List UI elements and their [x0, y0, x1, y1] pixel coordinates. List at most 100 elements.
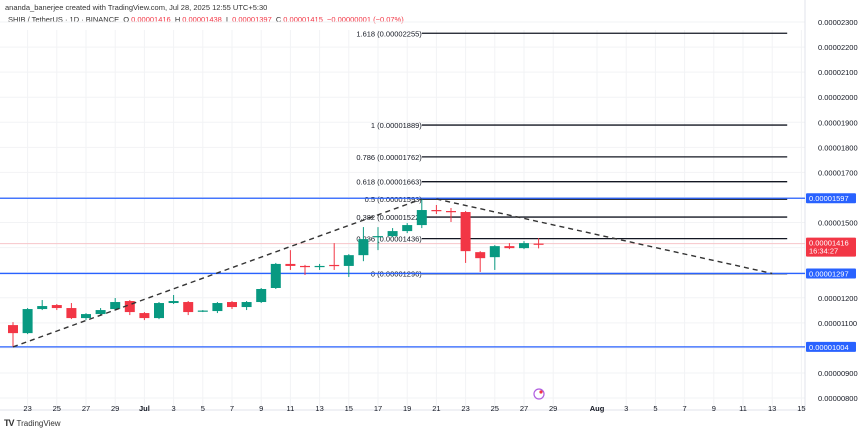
candle-up [212, 303, 223, 312]
dashed-trend-line [436, 198, 773, 275]
symbol-legend: SHIB / TetherUS · 1D · BINANCE O 0.000014… [8, 15, 406, 24]
time-tick-label: 15 [345, 404, 353, 413]
price-tick-label: 0.00002200 [818, 43, 858, 52]
fib-level-label: 0.786 (0.00001762) [356, 153, 422, 162]
event-marker-dot-icon [539, 390, 543, 394]
time-tick-label: 27 [82, 404, 90, 413]
candle-up [387, 231, 398, 237]
symbol-name[interactable]: SHIB / TetherUS · 1D · BINANCE [8, 15, 120, 24]
candle-down [8, 325, 18, 334]
candle-down [227, 302, 237, 308]
time-tick-label: 3 [624, 404, 628, 413]
fib-level-label: 1 (0.00001889) [371, 121, 422, 130]
brand-name: TradingView [16, 418, 61, 428]
candle-down [475, 252, 486, 259]
time-tick-label: 11 [287, 404, 295, 413]
candle-down [139, 313, 150, 319]
time-tick-label: 23 [461, 404, 469, 413]
fib-level-label: 0.382 (0.00001522) [356, 213, 422, 222]
time-tick-label: 29 [549, 404, 557, 413]
time-tick-label: 15 [797, 404, 805, 413]
candle-up [241, 302, 252, 308]
candle-up [197, 310, 208, 312]
price-tick-label: 0.00001700 [818, 168, 858, 177]
last-price-label: 0.00001416 [809, 239, 849, 248]
time-tick-label: 7 [230, 404, 234, 413]
price-tick-label: 0.00002100 [818, 68, 858, 77]
candle-up [314, 265, 325, 268]
price-level-badge [806, 268, 856, 279]
fib-level-label: 1.618 (0.00002255) [356, 29, 422, 38]
change-value: −0.00000001 (−0.07%) [326, 15, 404, 24]
time-tick-label: 23 [23, 404, 31, 413]
candle-up [402, 225, 413, 232]
candle-down [300, 265, 310, 268]
high-label: H [174, 15, 181, 24]
candle-up [489, 246, 500, 258]
time-tick-label: 25 [491, 404, 499, 413]
last-price-badge [806, 237, 856, 257]
price-tick-label: 0.00001100 [818, 319, 857, 328]
time-tick-label: 5 [201, 404, 205, 413]
tradingview-logo-icon: TV [4, 418, 14, 428]
candle-down [285, 263, 296, 266]
candle-up [110, 302, 121, 310]
candle-down [183, 302, 194, 313]
candle-up [37, 306, 48, 310]
candle-down [51, 305, 62, 309]
open-value: 0.00001416 [131, 15, 171, 24]
time-tick-label: 29 [111, 404, 119, 413]
candle-up [256, 288, 267, 303]
price-tick-label: 0.00001800 [818, 143, 858, 152]
candle-up [81, 314, 91, 319]
low-label: L [225, 15, 231, 24]
time-tick-label: 9 [712, 404, 716, 413]
candle-down [446, 211, 456, 213]
time-tick-label: 13 [768, 404, 776, 413]
candle-up [358, 239, 369, 256]
fib-level-label: 0.5 (0.00001593) [365, 195, 423, 204]
price-level-badge-label: 0.00001597 [809, 194, 849, 203]
time-tick-label: 7 [683, 404, 687, 413]
price-tick-label: 0.00000900 [818, 369, 858, 378]
open-label: O [123, 15, 130, 24]
price-tick-label: 0.00002000 [818, 93, 858, 102]
candle-up [95, 310, 106, 315]
event-marker-icon [533, 388, 545, 400]
candle-up [270, 263, 281, 288]
dashed-trend-line [12, 198, 423, 348]
candle-up [519, 243, 529, 249]
candle-up [373, 236, 383, 238]
price-tick-label: 0.00001200 [818, 294, 858, 303]
close-value: 0.00001415 [283, 15, 323, 24]
candle-down [329, 264, 340, 267]
fib-level-label: 0 (0.00001296) [371, 270, 422, 279]
candle-up [168, 301, 179, 304]
fib-level-label: 0.236 (0.00001436) [356, 235, 422, 244]
time-tick-label: 11 [739, 404, 747, 413]
time-tick-label: 9 [259, 404, 263, 413]
price-tick-label: 0.00002300 [818, 18, 858, 27]
bar-countdown-label: 16:34:27 [809, 247, 838, 256]
time-tick-label: 3 [172, 404, 176, 413]
time-tick-label: 25 [53, 404, 61, 413]
candle-up [343, 255, 354, 266]
tradingview-footer: TV TradingView [4, 418, 61, 428]
time-tick-label: 19 [403, 404, 411, 413]
price-level-badge-label: 0.00001297 [809, 269, 849, 278]
candle-down [504, 246, 515, 249]
low-value: 0.00001397 [232, 15, 272, 24]
candle-down [431, 210, 442, 212]
price-level-badge-label: 0.00001004 [809, 343, 849, 352]
price-level-badge [806, 341, 856, 352]
fib-level-label: 0.618 (0.00001663) [356, 178, 422, 187]
candle-up [416, 210, 427, 226]
candle-down [460, 212, 471, 252]
chart-credit: ananda_banerjee created with TradingView… [5, 3, 268, 12]
candle-down [124, 301, 135, 313]
high-value: 0.00001438 [182, 15, 222, 24]
time-tick-label: 17 [374, 404, 382, 413]
time-tick-label: 13 [315, 404, 323, 413]
time-tick-label: 5 [653, 404, 657, 413]
